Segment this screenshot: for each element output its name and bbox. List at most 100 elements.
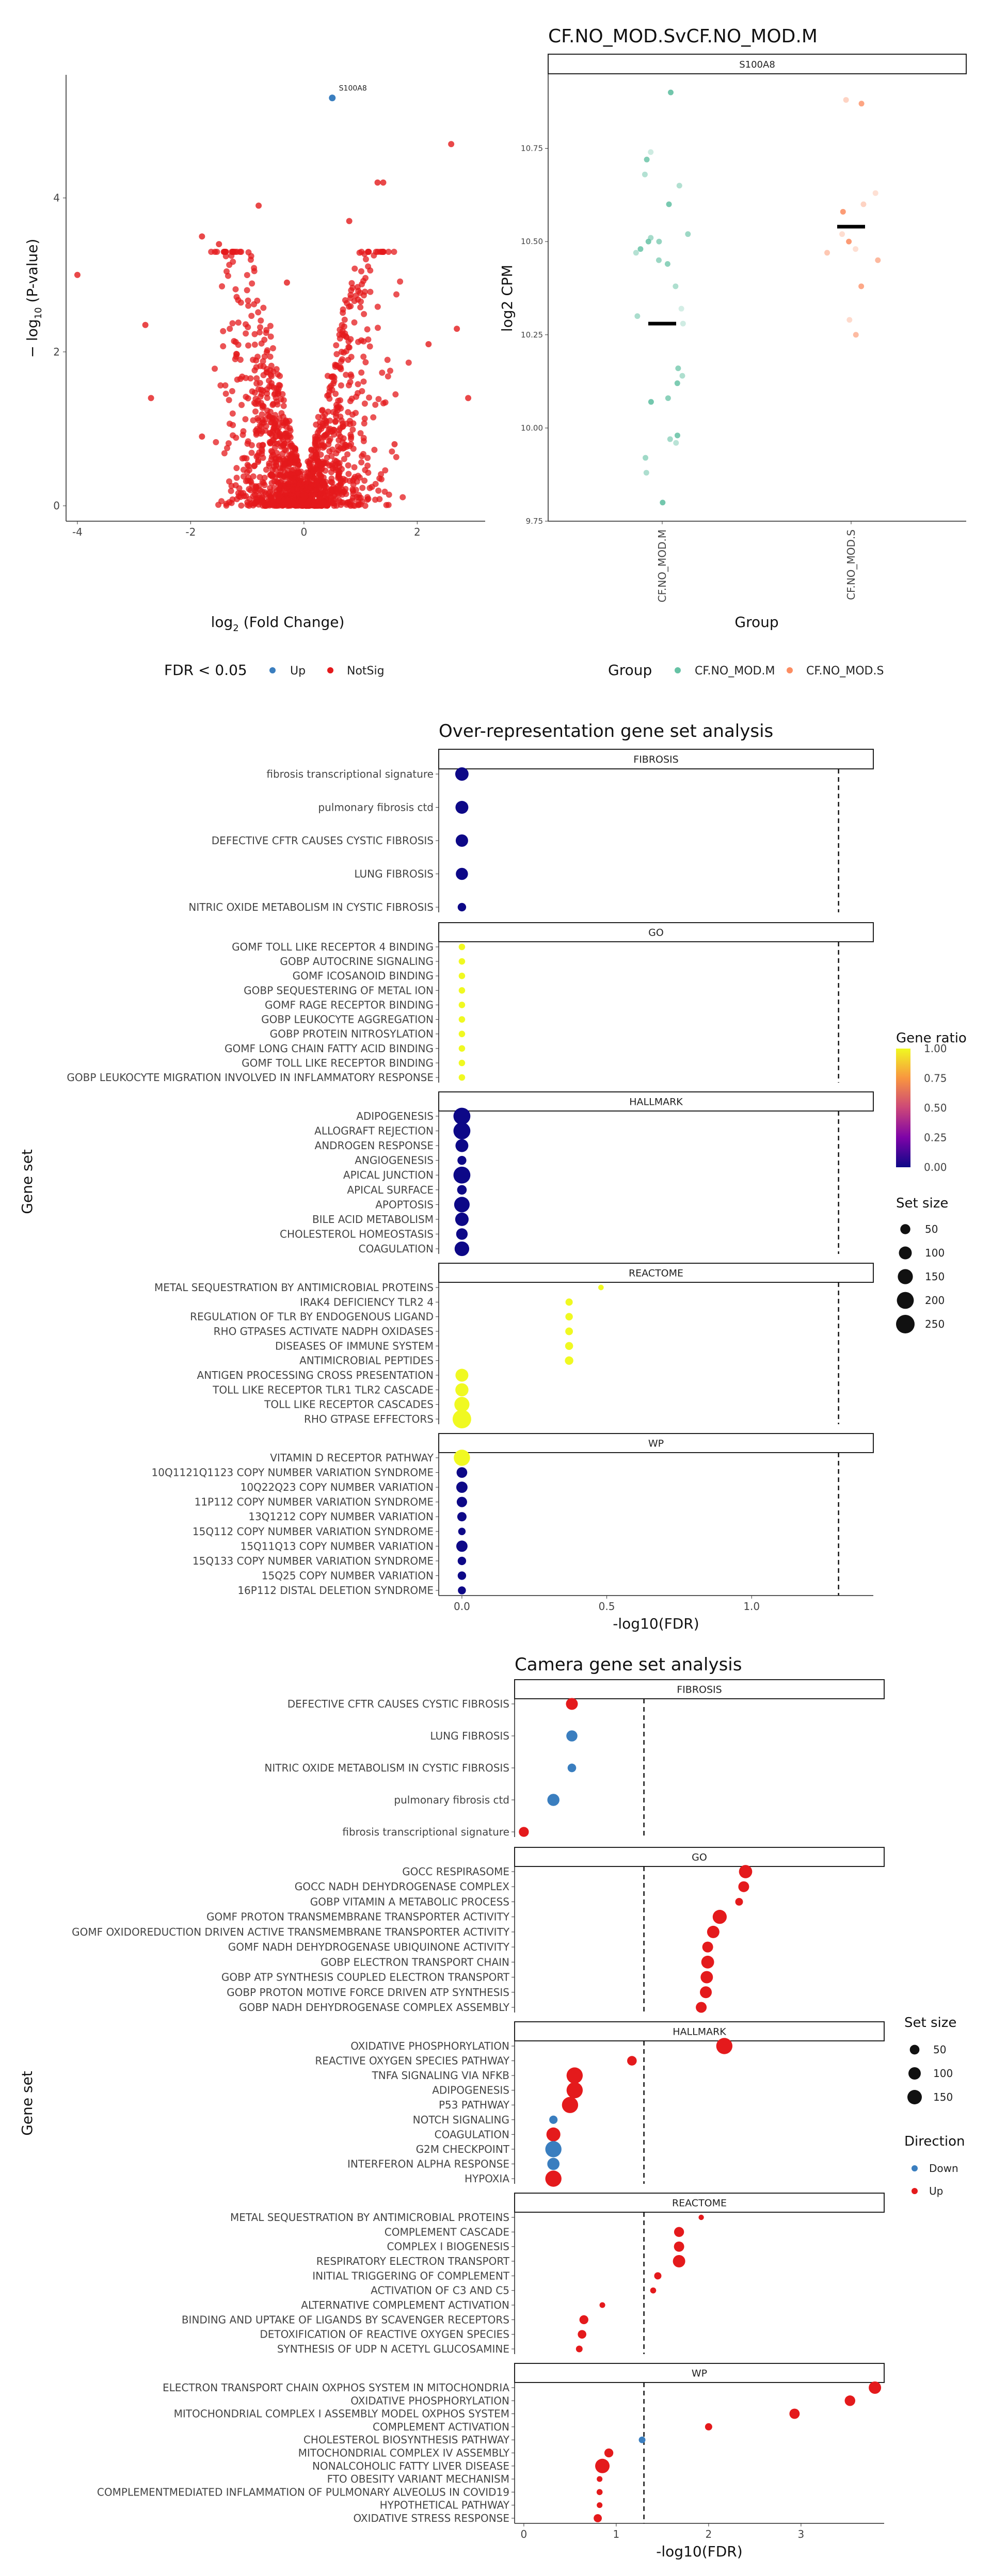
gene-set-label: 13Q1212 COPY NUMBER VARIATION	[248, 1510, 434, 1523]
point-notsig	[320, 442, 327, 449]
gene-set-label: GOCC RESPIRASOME	[402, 1865, 509, 1878]
size-legend-label: 100	[925, 1247, 945, 1259]
point-notsig	[364, 249, 371, 255]
point-notsig	[346, 344, 353, 351]
facet-label: REACTOME	[629, 1268, 683, 1279]
gene-set-dot	[705, 2423, 712, 2430]
point-notsig	[332, 363, 339, 370]
point-notsig	[260, 403, 267, 410]
y-tick-label: 0	[53, 500, 60, 512]
gene-set-label: GOBP PROTON MOTIVE FORCE DRIVEN ATP SYNT…	[227, 1986, 509, 1999]
point-notsig	[264, 347, 270, 353]
gene-set-dot	[674, 2241, 684, 2252]
point-notsig	[248, 253, 254, 260]
gene-set-label: FTO OBESITY VARIANT MECHANISM	[327, 2473, 509, 2485]
point-notsig	[358, 369, 365, 376]
point-notsig	[222, 382, 229, 389]
gene-set-dot	[566, 1698, 578, 1710]
sample-point	[644, 156, 650, 163]
y-tick-label: 4	[53, 192, 60, 204]
point-notsig	[253, 375, 260, 382]
sample-point	[643, 470, 649, 476]
point-notsig	[251, 367, 258, 374]
point-notsig	[324, 454, 330, 461]
point-notsig	[216, 241, 222, 248]
point-notsig	[295, 461, 302, 468]
sample-point	[667, 436, 673, 442]
point-notsig	[220, 328, 227, 334]
point-notsig	[351, 319, 358, 326]
point-notsig	[244, 287, 250, 294]
gene-set-dot	[566, 2082, 583, 2099]
point-notsig	[252, 400, 259, 407]
point-notsig	[250, 473, 257, 480]
plot-title: Camera gene set analysis	[515, 1654, 742, 1675]
gene-set-dot	[455, 801, 469, 814]
point-notsig	[371, 446, 378, 453]
gene-set-label: GOMF PROTON TRANSMEMBRANE TRANSPORTER AC…	[206, 1911, 510, 1923]
point-notsig	[347, 501, 354, 508]
x-axis-title: log2 (Fold Change)	[211, 614, 345, 634]
gene-set-label: NOTCH SIGNALING	[413, 2114, 509, 2126]
point-notsig	[362, 256, 369, 263]
point-notsig	[259, 411, 265, 417]
gene-set-dot	[738, 1881, 749, 1892]
gene-set-dot	[456, 1467, 468, 1478]
point-notsig	[347, 398, 354, 405]
gene-set-dot	[700, 1971, 713, 1984]
gene-set-label: COAGULATION	[435, 2128, 509, 2140]
gene-set-dot	[674, 2227, 684, 2237]
gene-set-dot	[565, 1298, 573, 1306]
point-notsig	[327, 436, 333, 442]
gene-set-dot	[562, 2097, 579, 2113]
point-notsig	[255, 459, 262, 465]
sample-point	[643, 455, 649, 461]
size-legend-dot	[908, 2067, 921, 2080]
gene-set-dot	[549, 2115, 558, 2124]
point-notsig	[253, 380, 260, 387]
point-notsig	[342, 297, 348, 303]
point-notsig	[376, 496, 383, 503]
point-notsig	[347, 292, 354, 298]
gene-set-label: GOMF TOLL LIKE RECEPTOR 4 BINDING	[232, 941, 434, 953]
gene-set-label: fibrosis transcriptional signature	[342, 1826, 509, 1838]
point-notsig	[254, 426, 261, 432]
point-notsig	[348, 280, 355, 286]
point-notsig	[296, 469, 302, 476]
size-legend-label: 250	[925, 1318, 945, 1330]
gene-set-dot	[579, 2315, 588, 2325]
point-notsig	[318, 465, 325, 472]
size-legend-dot	[898, 1269, 913, 1284]
point-notsig	[340, 445, 346, 452]
gene-set-dot	[595, 2458, 610, 2473]
point-notsig	[366, 394, 373, 401]
gene-set-dot	[673, 2255, 685, 2267]
point-notsig	[348, 373, 355, 380]
gene-set-dot	[565, 1327, 573, 1335]
gene-set-label: GOMF NADH DEHYDROGENASE UBIQUINONE ACTIV…	[228, 1941, 510, 1953]
gene-set-dot	[454, 1197, 470, 1213]
sample-point	[665, 395, 671, 401]
x-tick-label: 0	[300, 526, 307, 538]
point-notsig	[391, 441, 398, 447]
y-axis-title: Gene set	[19, 1149, 36, 1214]
gene-set-dot	[578, 2330, 586, 2339]
point-notsig	[251, 265, 258, 271]
facet-strip	[514, 1679, 885, 1699]
gene-set-dot	[566, 1730, 578, 1742]
point-notsig	[345, 471, 352, 477]
color-legend-tick: 1.00	[924, 1042, 947, 1055]
point-notsig	[361, 311, 367, 317]
point-notsig	[336, 331, 343, 338]
gene-set-label: VITAMIN D RECEPTOR PATHWAY	[270, 1452, 434, 1464]
gene-set-dot	[735, 1897, 743, 1906]
point-notsig	[362, 275, 369, 281]
point-notsig	[277, 485, 283, 491]
point-notsig	[293, 502, 299, 509]
sample-point	[673, 440, 679, 446]
x-tick-label: 0.0	[454, 1600, 470, 1613]
direction-legend-label: Down	[929, 2162, 958, 2175]
point-notsig	[361, 477, 368, 484]
strip-plot: CF.NO_MOD.SvCF.NO_MOD.M S100A8 9.75 10.00 10…	[499, 26, 967, 679]
gene-set-dot	[565, 1342, 573, 1350]
